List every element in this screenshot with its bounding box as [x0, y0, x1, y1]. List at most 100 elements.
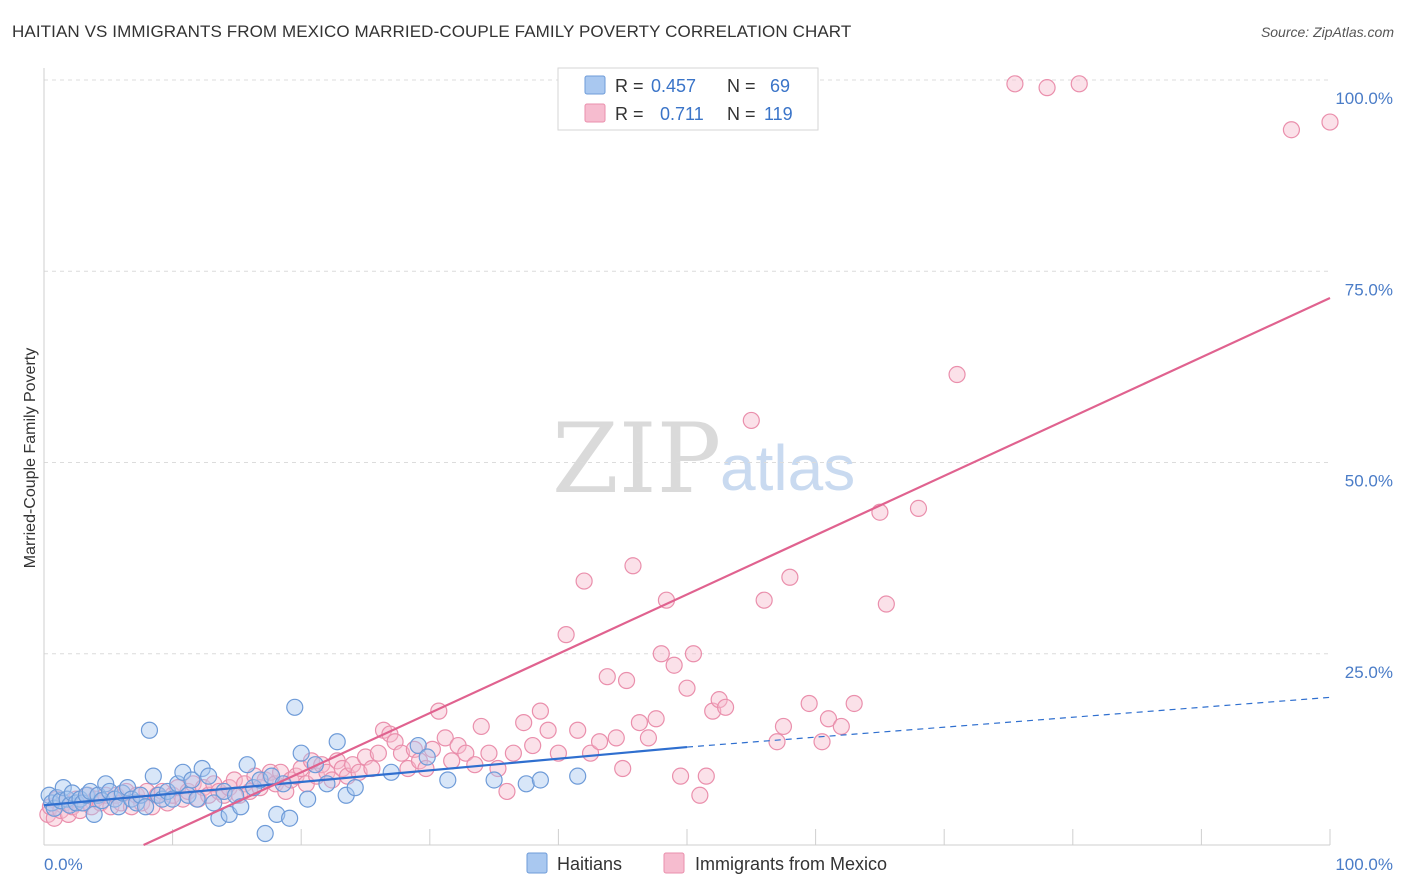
haitians-point: [205, 794, 223, 812]
haitians-point: [439, 771, 457, 789]
mexico-point: [691, 786, 709, 804]
mexico-point: [557, 626, 575, 644]
mexico-point: [539, 721, 557, 739]
mexico-point: [498, 782, 516, 801]
haitians-trend-extension: [686, 696, 1331, 748]
mexico-point: [755, 591, 773, 609]
mexico-point: [504, 744, 522, 762]
mexico-point: [617, 671, 636, 690]
mexico-point: [443, 752, 461, 770]
watermark-zip: ZIP: [552, 403, 721, 515]
mexico-point: [845, 694, 863, 713]
legend-n-label-haitians: N =: [727, 76, 756, 96]
haitians-point: [409, 736, 427, 755]
haitians-point: [517, 775, 535, 793]
mexico-point: [819, 710, 838, 728]
haitians-point: [188, 790, 206, 808]
mexico-point: [515, 713, 533, 732]
haitians-point: [328, 733, 346, 751]
haitians-point: [292, 744, 310, 762]
bottom-legend-label-mexico: Immigrants from Mexico: [695, 854, 887, 874]
mexico-point: [590, 733, 609, 751]
bottom-legend-swatch-haitians: [526, 852, 548, 874]
mexico-point: [813, 733, 831, 751]
mexico-point: [392, 744, 411, 762]
x-tick-label: 100.0%: [1335, 855, 1393, 874]
mexico-point: [652, 645, 670, 663]
mexico-point: [948, 365, 966, 384]
legend-n-label-mexico: N =: [727, 104, 756, 124]
mexico-point: [607, 729, 625, 747]
mexico-point: [639, 729, 658, 747]
bottom-legend-label-haitians: Haitians: [557, 854, 622, 874]
tick-label-layer: 25.0% 50.0% 75.0% 100.0% 0.0% 100.0%: [44, 89, 1393, 874]
y-axis-title: Married-Couple Family Poverty: [22, 348, 39, 569]
haitians-point: [281, 809, 299, 827]
haitians-point: [268, 805, 286, 824]
haitians-point: [183, 771, 201, 789]
haitians-point: [144, 767, 162, 785]
mexico-point: [630, 713, 649, 732]
mexico-point: [1321, 113, 1339, 131]
mexico-point: [436, 729, 454, 747]
haitians-point: [136, 798, 155, 816]
haitians-point: [238, 756, 256, 774]
haitians-point: [485, 771, 503, 789]
y-tick-label: 75.0%: [1345, 280, 1393, 299]
watermark-atlas: atlas: [720, 432, 855, 504]
mexico-point: [671, 767, 690, 785]
mexico-point: [768, 733, 786, 751]
mexico-point: [800, 694, 818, 713]
haitians-point: [85, 805, 103, 824]
haitians-point: [140, 721, 159, 739]
mexico-point: [665, 656, 683, 674]
chart-title: HAITIAN VS IMMIGRANTS FROM MEXICO MARRIE…: [12, 22, 852, 41]
y-tick-label: 25.0%: [1345, 663, 1393, 682]
mexico-point: [1070, 75, 1088, 93]
mexico-point: [647, 710, 665, 728]
haitians-point: [200, 767, 218, 785]
haitians-point: [286, 698, 304, 716]
haitians-point: [346, 779, 364, 797]
mexico-point: [598, 668, 616, 686]
mexico-point: [742, 411, 760, 430]
mexico-point: [457, 744, 475, 762]
haitians-trend-line: [43, 745, 688, 807]
mexico-point: [614, 759, 632, 778]
mexico-point: [524, 736, 542, 755]
haitians-point: [418, 748, 436, 766]
mexico-point: [480, 744, 498, 762]
legend-swatch-haitians: [584, 75, 606, 95]
mexico-point: [369, 744, 387, 762]
mexico-point: [909, 499, 928, 517]
legend-r-label-haitians: R =: [615, 76, 644, 96]
source-credit: Source: ZipAtlas.com: [1260, 24, 1394, 40]
x-tick-label: 0.0%: [44, 855, 83, 874]
mexico-point: [716, 698, 735, 716]
haitians-point: [531, 771, 549, 789]
mexico-point: [774, 717, 793, 736]
y-tick-label: 100.0%: [1335, 89, 1393, 108]
haitians-point: [569, 767, 587, 785]
mexico-point: [575, 572, 593, 590]
mexico-point: [569, 721, 587, 739]
legend-r-value-mexico: 0.711: [660, 104, 704, 124]
bottom-legend-swatch-mexico: [663, 852, 685, 874]
legend-swatch-mexico: [584, 103, 606, 123]
mexico-point: [1006, 75, 1024, 93]
mexico-point: [832, 717, 850, 736]
mexico-point: [472, 717, 490, 736]
mexico-point: [549, 744, 568, 762]
haitians-point: [256, 824, 274, 843]
legend-r-label-mexico: R =: [615, 104, 644, 124]
mexico-point: [684, 645, 703, 663]
correlation-legend: R = 0.457 N = 69 R = 0.711 N = 119: [557, 67, 819, 131]
haitians-point: [299, 790, 317, 808]
mexico-point: [678, 679, 696, 697]
legend-n-value-haitians: 69: [770, 76, 790, 96]
y-tick-label: 50.0%: [1345, 472, 1393, 491]
mexico-point: [1282, 121, 1301, 139]
haitians-point: [81, 782, 99, 801]
legend-n-value-mexico: 119: [764, 104, 793, 124]
